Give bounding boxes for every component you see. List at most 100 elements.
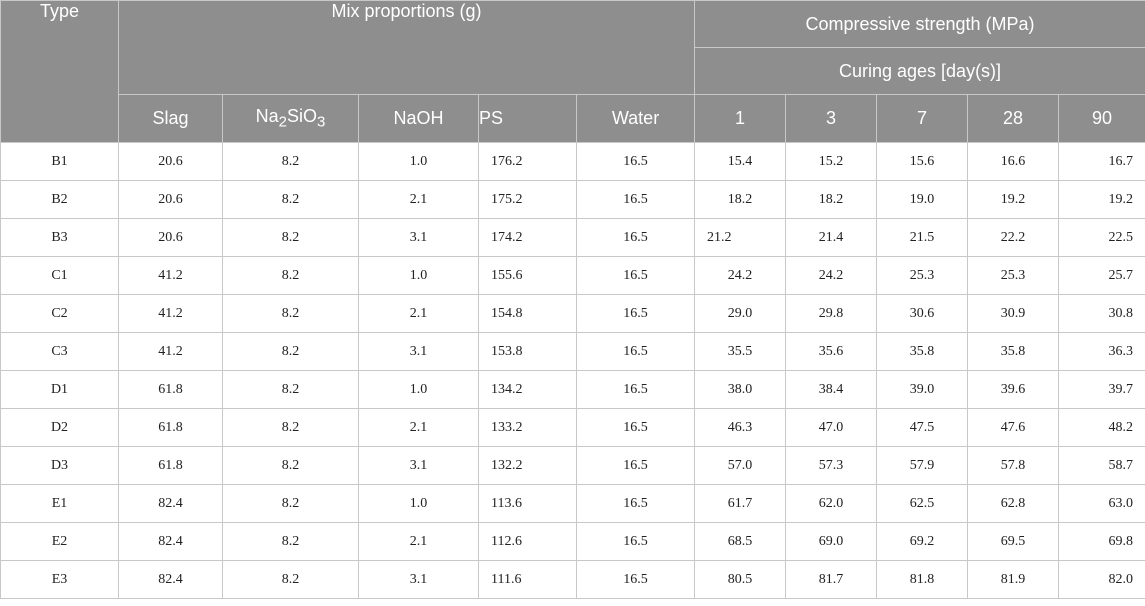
cell-day-1: 38.0	[694, 370, 787, 409]
cell-ps: 154.8	[478, 294, 577, 333]
table-row: D1 61.8 8.2 1.0 134.2 16.5 38.0 38.4 39.…	[0, 370, 1145, 409]
cell-slag: 41.2	[118, 332, 223, 371]
cell-naoh: 3.1	[358, 560, 479, 599]
cell-slag: 61.8	[118, 408, 223, 447]
cell-slag: 41.2	[118, 294, 223, 333]
cell-day-28: 19.2	[967, 180, 1060, 219]
cell-day-3: 47.0	[785, 408, 878, 447]
cell-day-90: 16.7	[1058, 142, 1145, 181]
cell-type: D1	[0, 370, 119, 409]
cell-day-90: 39.7	[1058, 370, 1145, 409]
cell-water: 16.5	[575, 446, 696, 485]
cell-naoh: 2.1	[358, 294, 479, 333]
cell-na2sio3: 8.2	[222, 560, 359, 599]
cell-day-3: 35.6	[785, 332, 878, 371]
na2sio3-sub-3: 3	[317, 113, 326, 131]
header-na2sio3: Na2SiO3	[222, 94, 359, 143]
cell-day-7: 69.2	[876, 522, 969, 561]
cell-day-3: 18.2	[785, 180, 878, 219]
cell-day-3: 29.8	[785, 294, 878, 333]
header-curing-ages: Curing ages [day(s)]	[694, 47, 1145, 95]
na2sio3-sub-2: 2	[278, 113, 287, 131]
cell-na2sio3: 8.2	[222, 484, 359, 523]
na2sio3-sio: SiO	[287, 106, 318, 127]
cell-day-1: 24.2	[694, 256, 787, 295]
cell-day-7: 30.6	[876, 294, 969, 333]
table-header: Type Mix proportions (g) Compressive str…	[0, 0, 1145, 143]
header-day-28: 28	[967, 94, 1060, 143]
cell-day-28: 47.6	[967, 408, 1060, 447]
cell-type: B1	[0, 142, 119, 181]
cell-day-7: 47.5	[876, 408, 969, 447]
header-day-3: 3	[785, 94, 878, 143]
cell-water: 16.5	[575, 484, 696, 523]
table-row: B2 20.6 8.2 2.1 175.2 16.5 18.2 18.2 19.…	[0, 180, 1145, 219]
cell-day-28: 16.6	[967, 142, 1060, 181]
cell-day-90: 36.3	[1058, 332, 1145, 371]
table-row: D2 61.8 8.2 2.1 133.2 16.5 46.3 47.0 47.…	[0, 408, 1145, 447]
cell-day-1: 21.2	[694, 218, 787, 257]
cell-day-3: 57.3	[785, 446, 878, 485]
cell-day-7: 15.6	[876, 142, 969, 181]
cell-day-28: 25.3	[967, 256, 1060, 295]
cell-water: 16.5	[575, 370, 696, 409]
cell-na2sio3: 8.2	[222, 180, 359, 219]
cell-water: 16.5	[575, 256, 696, 295]
cell-day-28: 57.8	[967, 446, 1060, 485]
cell-naoh: 1.0	[358, 256, 479, 295]
cell-type: D3	[0, 446, 119, 485]
cell-day-7: 35.8	[876, 332, 969, 371]
cell-day-7: 62.5	[876, 484, 969, 523]
cell-day-1: 61.7	[694, 484, 787, 523]
cell-naoh: 3.1	[358, 332, 479, 371]
cell-water: 16.5	[575, 142, 696, 181]
cell-naoh: 3.1	[358, 446, 479, 485]
header-ps: PS	[478, 94, 577, 143]
cell-day-28: 39.6	[967, 370, 1060, 409]
cell-slag: 41.2	[118, 256, 223, 295]
cell-day-3: 24.2	[785, 256, 878, 295]
cell-type: C3	[0, 332, 119, 371]
cell-day-90: 30.8	[1058, 294, 1145, 333]
cell-na2sio3: 8.2	[222, 370, 359, 409]
cell-water: 16.5	[575, 218, 696, 257]
table-row: B3 20.6 8.2 3.1 174.2 16.5 21.2 21.4 21.…	[0, 218, 1145, 257]
cell-slag: 20.6	[118, 218, 223, 257]
table-row: E1 82.4 8.2 1.0 113.6 16.5 61.7 62.0 62.…	[0, 484, 1145, 523]
header-day-90: 90	[1058, 94, 1145, 143]
table-row: E3 82.4 8.2 3.1 111.6 16.5 80.5 81.7 81.…	[0, 560, 1145, 599]
cell-type: C2	[0, 294, 119, 333]
cell-day-90: 22.5	[1058, 218, 1145, 257]
table-row: C2 41.2 8.2 2.1 154.8 16.5 29.0 29.8 30.…	[0, 294, 1145, 333]
header-row-1: Type Mix proportions (g) Compressive str…	[0, 0, 1145, 143]
cell-day-1: 46.3	[694, 408, 787, 447]
cell-naoh: 2.1	[358, 180, 479, 219]
cell-day-28: 81.9	[967, 560, 1060, 599]
cell-day-28: 30.9	[967, 294, 1060, 333]
cell-naoh: 2.1	[358, 522, 479, 561]
header-water: Water	[575, 94, 696, 143]
cell-slag: 82.4	[118, 522, 223, 561]
cell-na2sio3: 8.2	[222, 218, 359, 257]
cell-ps: 132.2	[478, 446, 577, 485]
cell-water: 16.5	[575, 180, 696, 219]
cell-ps: 174.2	[478, 218, 577, 257]
cell-day-3: 81.7	[785, 560, 878, 599]
cell-day-1: 80.5	[694, 560, 787, 599]
cell-na2sio3: 8.2	[222, 408, 359, 447]
header-slag: Slag	[118, 94, 223, 143]
cell-type: E2	[0, 522, 119, 561]
cell-day-1: 35.5	[694, 332, 787, 371]
cell-na2sio3: 8.2	[222, 522, 359, 561]
cell-na2sio3: 8.2	[222, 142, 359, 181]
cell-type: E1	[0, 484, 119, 523]
cell-day-3: 38.4	[785, 370, 878, 409]
cell-day-90: 63.0	[1058, 484, 1145, 523]
header-row-3: Slag Na2SiO3 NaOH PS Water 1 3 7 28 90	[1, 94, 1145, 143]
cell-day-90: 48.2	[1058, 408, 1145, 447]
cell-day-90: 25.7	[1058, 256, 1145, 295]
cell-type: B3	[0, 218, 119, 257]
cell-slag: 61.8	[118, 370, 223, 409]
cell-water: 16.5	[575, 560, 696, 599]
